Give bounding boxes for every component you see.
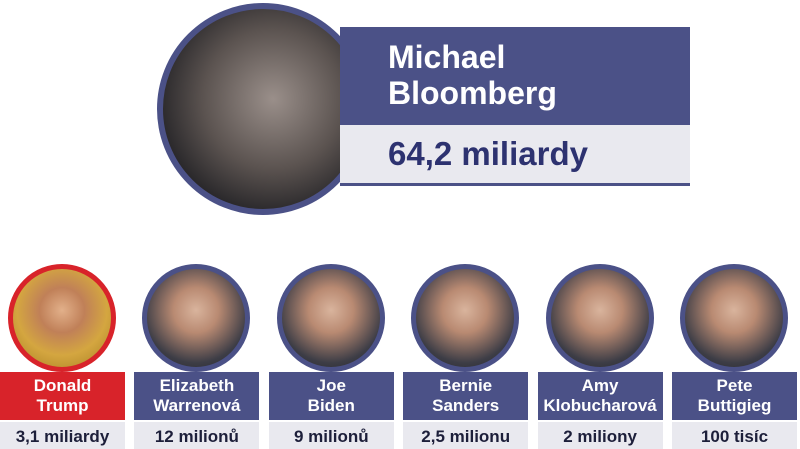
candidate-name: Elizabeth Warrenová <box>134 372 260 420</box>
candidate-amount: 9 milionů <box>268 422 394 449</box>
candidate-photo <box>8 264 116 372</box>
candidate-amount: 12 milionů <box>134 422 260 449</box>
name-line: Elizabeth <box>159 376 235 395</box>
amount-text: 64,2 miliardy <box>388 135 588 172</box>
candidate-photo <box>142 264 251 372</box>
name-line: Michael <box>388 39 506 75</box>
name-line: Warrenová <box>153 396 241 415</box>
candidate-name: Bernie Sanders <box>403 372 529 420</box>
name-line: Donald <box>33 376 92 395</box>
name-line: Klobucharová <box>543 396 657 415</box>
candidate-name: Joe Biden <box>268 372 394 420</box>
candidate-name: Donald Trump <box>0 372 125 420</box>
candidate-amount: 2,5 milionu <box>403 422 529 449</box>
candidate-name: Amy Klobucharová <box>537 372 663 420</box>
featured-photo <box>157 3 369 215</box>
name-line: Sanders <box>432 396 500 415</box>
name-line: Buttigieg <box>697 396 772 415</box>
candidate-photo <box>411 264 520 372</box>
candidate-amount: 2 miliony <box>537 422 663 449</box>
featured-amount: 64,2 miliardy <box>340 125 690 186</box>
name-line: Trump <box>36 396 89 415</box>
candidate-amount: 3,1 miliardy <box>0 422 125 449</box>
name-line: Amy <box>581 376 619 395</box>
name-line: Biden <box>307 396 355 415</box>
name-line: Pete <box>716 376 753 395</box>
candidate-photo <box>276 264 385 372</box>
candidate-name: Pete Buttigieg <box>672 372 797 420</box>
candidate-photo <box>680 264 788 372</box>
name-line: Bloomberg <box>388 75 557 111</box>
candidate-amount: 100 tisíc <box>672 422 797 449</box>
candidate-photo <box>545 264 654 372</box>
name-line: Bernie <box>439 376 493 395</box>
name-line: Joe <box>316 376 346 395</box>
featured-name: Michael Bloomberg <box>340 27 690 125</box>
